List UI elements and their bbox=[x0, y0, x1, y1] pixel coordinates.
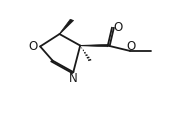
Text: O: O bbox=[127, 39, 136, 52]
Polygon shape bbox=[59, 20, 74, 35]
Text: O: O bbox=[114, 21, 123, 34]
Text: O: O bbox=[28, 40, 37, 53]
Text: N: N bbox=[69, 72, 78, 85]
Polygon shape bbox=[80, 45, 108, 47]
